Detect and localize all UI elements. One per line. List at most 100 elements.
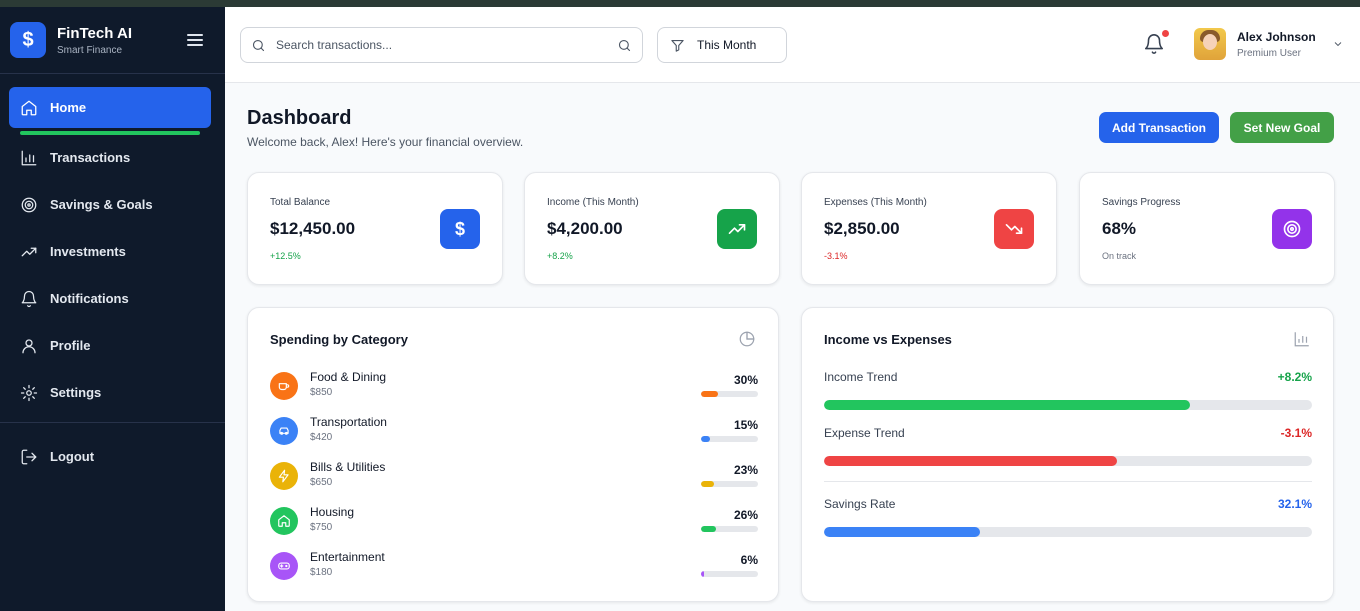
sidebar-item-notifications[interactable]: Notifications bbox=[0, 275, 225, 322]
category-percent: 23% bbox=[733, 463, 758, 477]
dollar-icon: $ bbox=[440, 209, 480, 249]
search-submit-icon[interactable] bbox=[617, 38, 632, 53]
category-amount: $650 bbox=[310, 477, 333, 488]
sidebar-item-label: Investments bbox=[50, 244, 126, 259]
category-row-bills[interactable]: Bills & Utilities $650 23% bbox=[270, 460, 758, 500]
trend-bar bbox=[824, 527, 1312, 537]
trend-fill bbox=[824, 456, 1117, 466]
stat-delta: +12.5% bbox=[270, 251, 301, 261]
stat-card-savings-progress: Savings Progress 68% On track bbox=[1079, 172, 1335, 285]
category-row-food[interactable]: Food & Dining $850 30% bbox=[270, 370, 758, 410]
trend-fill bbox=[824, 400, 1190, 410]
income-vs-expenses-panel: Income vs Expenses Income Trend +8.2% Ex… bbox=[801, 307, 1334, 602]
page-title: Dashboard bbox=[247, 107, 352, 129]
set-new-goal-button[interactable]: Set New Goal bbox=[1230, 112, 1334, 143]
category-amount: $180 bbox=[310, 567, 333, 578]
active-indicator bbox=[20, 131, 200, 135]
stat-delta: On track bbox=[1102, 251, 1137, 261]
divider bbox=[824, 481, 1312, 482]
category-name: Entertainment bbox=[310, 550, 385, 564]
category-amount: $850 bbox=[310, 387, 333, 398]
avatar bbox=[1194, 28, 1226, 60]
filter-label: This Month bbox=[697, 38, 757, 52]
trend-value: +8.2% bbox=[1277, 370, 1312, 384]
user-menu[interactable]: Alex Johnson Premium User bbox=[1194, 28, 1344, 60]
trend-label: Income Trend bbox=[824, 370, 898, 384]
sidebar-item-profile[interactable]: Profile bbox=[0, 322, 225, 369]
search-icon bbox=[252, 39, 265, 51]
trending-up-icon bbox=[717, 209, 757, 249]
stat-label: Income (This Month) bbox=[547, 197, 639, 208]
panel-title: Spending by Category bbox=[270, 332, 408, 347]
category-progress-fill bbox=[701, 391, 719, 397]
trend-label: Savings Rate bbox=[824, 497, 896, 511]
bell-icon bbox=[21, 290, 37, 307]
category-progress-bar bbox=[701, 481, 758, 487]
trend-value: -3.1% bbox=[1280, 426, 1312, 440]
target-icon bbox=[21, 197, 37, 212]
dollar-icon: $ bbox=[10, 22, 46, 58]
menu-icon[interactable] bbox=[187, 34, 203, 46]
trend-label: Expense Trend bbox=[824, 426, 905, 440]
category-row-transportation[interactable]: Transportation $420 15% bbox=[270, 415, 758, 455]
notifications-button[interactable] bbox=[1143, 30, 1169, 55]
category-percent: 15% bbox=[733, 418, 758, 432]
pie-chart-icon bbox=[739, 331, 755, 347]
window-top-strip bbox=[0, 0, 1360, 7]
main-area: This Month Alex Johnson Premium User Das… bbox=[225, 7, 1360, 611]
notification-dot bbox=[1162, 30, 1169, 37]
home-icon bbox=[270, 507, 298, 535]
category-name: Transportation bbox=[310, 415, 387, 429]
home-icon bbox=[21, 100, 37, 115]
sidebar-item-label: Profile bbox=[50, 338, 91, 353]
stat-value: $4,200.00 bbox=[547, 219, 623, 238]
sidebar-item-investments[interactable]: Investments bbox=[0, 228, 225, 275]
chevron-down-icon[interactable] bbox=[1332, 38, 1344, 50]
add-transaction-button[interactable]: Add Transaction bbox=[1099, 112, 1219, 143]
trending-up-icon bbox=[21, 247, 37, 256]
stat-label: Savings Progress bbox=[1102, 197, 1181, 208]
trending-down-icon bbox=[994, 209, 1034, 249]
stat-label: Expenses (This Month) bbox=[824, 197, 927, 208]
category-amount: $420 bbox=[310, 432, 333, 443]
category-row-housing[interactable]: Housing $750 26% bbox=[270, 505, 758, 545]
trend-value: 32.1% bbox=[1277, 497, 1312, 511]
search-input[interactable] bbox=[276, 38, 617, 52]
category-percent: 30% bbox=[733, 373, 758, 387]
category-progress-bar bbox=[701, 571, 758, 577]
date-filter-button[interactable]: This Month bbox=[657, 27, 787, 63]
stat-value: $2,850.00 bbox=[824, 219, 900, 238]
category-progress-bar bbox=[701, 526, 758, 532]
sidebar-nav: Home Transactions Savings & Goals Invest… bbox=[0, 74, 225, 480]
bell-icon bbox=[1144, 34, 1164, 54]
stat-delta: -3.1% bbox=[824, 251, 848, 261]
sidebar-item-savings-goals[interactable]: Savings & Goals bbox=[0, 181, 225, 228]
stat-card-income: Income (This Month) $4,200.00 +8.2% bbox=[524, 172, 780, 285]
panel-title: Income vs Expenses bbox=[824, 332, 952, 347]
sidebar-item-home[interactable]: Home bbox=[9, 87, 211, 128]
category-progress-bar bbox=[701, 436, 758, 442]
logout-button[interactable]: Logout bbox=[0, 433, 225, 480]
sidebar-item-label: Notifications bbox=[50, 291, 129, 306]
sidebar-item-settings[interactable]: Settings bbox=[0, 369, 225, 416]
sidebar-item-transactions[interactable]: Transactions bbox=[0, 134, 225, 181]
top-header: This Month Alex Johnson Premium User bbox=[225, 7, 1360, 83]
logout-label: Logout bbox=[50, 449, 95, 464]
stat-delta: +8.2% bbox=[547, 251, 573, 261]
logout-icon bbox=[21, 449, 37, 464]
spending-by-category-panel: Spending by Category Food & Dining $850 … bbox=[247, 307, 779, 602]
car-icon bbox=[270, 417, 298, 445]
search-box[interactable] bbox=[240, 27, 643, 63]
brand-name: FinTech AI bbox=[57, 24, 132, 42]
category-progress-fill bbox=[701, 571, 705, 577]
sidebar: $ FinTech AI Smart Finance Home Transact… bbox=[0, 7, 225, 611]
stat-value: 68% bbox=[1102, 219, 1137, 238]
sidebar-item-label: Home bbox=[50, 100, 87, 115]
category-row-entertainment[interactable]: Entertainment $180 6% bbox=[270, 550, 758, 590]
stat-value: $12,450.00 bbox=[270, 219, 356, 238]
filter-icon bbox=[671, 39, 684, 52]
user-name: Alex Johnson bbox=[1237, 29, 1316, 44]
stat-card-total-balance: Total Balance $12,450.00 +12.5% $ bbox=[247, 172, 503, 285]
category-progress-fill bbox=[701, 526, 716, 532]
stat-label: Total Balance bbox=[270, 197, 331, 208]
